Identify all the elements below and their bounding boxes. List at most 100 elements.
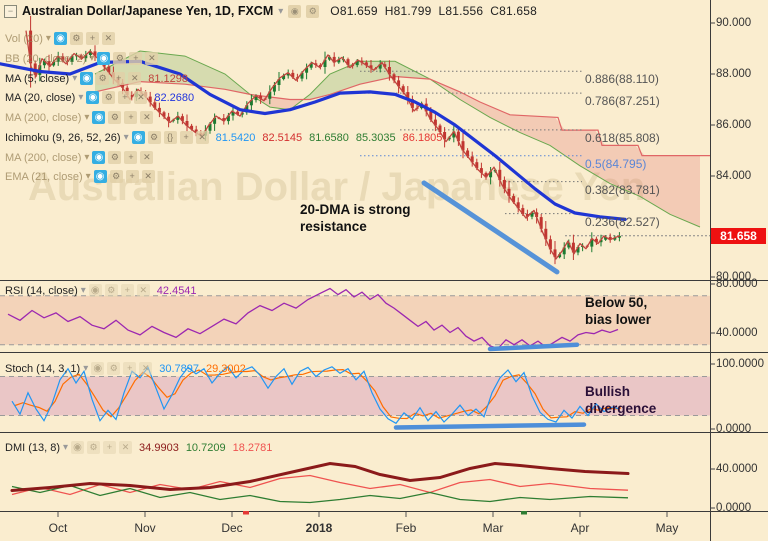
symbol-title[interactable]: Australian Dollar/Japanese Yen, 1D, FXCM <box>22 4 274 18</box>
time-axis-label[interactable]: Apr <box>570 521 590 535</box>
chevron-down-icon[interactable]: ▾ <box>84 112 90 123</box>
indicator-label[interactable]: MA (200, close) <box>5 151 82 164</box>
gear-icon[interactable]: ⚙ <box>102 91 116 104</box>
chevron-down-icon[interactable]: ▾ <box>83 363 89 374</box>
add-icon[interactable]: + <box>123 362 137 375</box>
visibility-icon[interactable]: ◉ <box>131 131 145 144</box>
time-axis-label[interactable]: Dec <box>221 521 243 535</box>
indicator-label[interactable]: DMI (13, 8) <box>5 441 61 454</box>
close-icon[interactable]: ✕ <box>145 52 159 65</box>
gear-icon[interactable]: ⚙ <box>113 52 127 65</box>
add-icon[interactable]: + <box>118 91 132 104</box>
settings-gear-icon[interactable]: ⚙ <box>306 4 320 18</box>
close-icon[interactable]: ✕ <box>101 32 115 45</box>
axis-tick-label: 100.0000 <box>716 358 764 370</box>
add-icon[interactable]: + <box>179 131 193 144</box>
gear-icon[interactable]: ⚙ <box>108 151 122 164</box>
chevron-down-icon[interactable]: ▾ <box>85 171 91 182</box>
add-icon[interactable]: + <box>125 170 139 183</box>
gear-icon[interactable]: ⚙ <box>104 284 118 297</box>
time-axis-label[interactable]: 2018 <box>305 521 333 535</box>
axis-tick-label: 86.000 <box>716 119 752 131</box>
time-axis-label[interactable]: Mar <box>482 521 504 535</box>
senkou-b-line <box>94 75 710 157</box>
indicator-label[interactable]: EMA (21, close) <box>5 170 83 183</box>
indicator-label[interactable]: MA (200, close) <box>5 111 82 124</box>
time-axis-label[interactable]: Feb <box>395 521 417 535</box>
indicator-label[interactable]: Stoch (14, 3, 1) <box>5 362 81 375</box>
close-icon[interactable]: ✕ <box>119 441 133 454</box>
gear-icon[interactable]: ⚙ <box>109 170 123 183</box>
indicator-label[interactable]: Vol (20) <box>5 32 43 45</box>
visibility-icon[interactable]: ◉ <box>93 170 107 183</box>
indicator-value: 85.3035 <box>355 131 396 144</box>
trendline-rsi[interactable] <box>487 342 580 352</box>
indicator-row: RSI (14, close) ▾ ◉ ⚙ + ✕ 42.4541 <box>5 283 197 298</box>
annotation-rsi[interactable]: Below 50, bias lower <box>585 295 652 327</box>
indicator-value: 34.9903 <box>139 441 179 454</box>
add-icon[interactable]: + <box>112 72 126 85</box>
chevron-down-icon[interactable]: ▾ <box>72 73 78 84</box>
collapse-pane-icon[interactable]: − <box>4 4 17 18</box>
time-axis-label[interactable]: May <box>655 521 679 535</box>
chevron-down-icon[interactable]: ▾ <box>278 5 284 17</box>
gear-icon[interactable]: ⚙ <box>96 72 110 85</box>
gear-icon[interactable]: ⚙ <box>107 362 121 375</box>
source-code-icon[interactable]: {} <box>163 131 177 144</box>
chevron-down-icon[interactable]: ▾ <box>63 442 69 453</box>
chevron-down-icon[interactable]: ▾ <box>84 152 90 163</box>
add-icon[interactable]: + <box>103 441 117 454</box>
close-icon[interactable]: ✕ <box>140 111 154 124</box>
chevron-down-icon[interactable]: ▾ <box>123 132 129 143</box>
add-icon[interactable]: + <box>124 151 138 164</box>
trendline-main[interactable] <box>421 180 560 275</box>
gear-icon[interactable]: ⚙ <box>87 441 101 454</box>
add-icon[interactable]: + <box>129 52 143 65</box>
visibility-icon[interactable]: ◉ <box>71 441 85 454</box>
chevron-down-icon[interactable]: ▾ <box>45 33 51 44</box>
snapshot-icon[interactable]: ◉ <box>288 4 302 18</box>
annotation-main[interactable]: 20-DMA is strong resistance <box>300 202 411 234</box>
indicator-value: 30.7897 <box>159 362 200 375</box>
visibility-icon[interactable]: ◉ <box>97 52 111 65</box>
indicator-label[interactable]: RSI (14, close) <box>5 284 78 297</box>
annotation-stoch[interactable]: Bullish divergence <box>585 384 657 416</box>
close-icon[interactable]: ✕ <box>128 72 142 85</box>
close-icon[interactable]: ✕ <box>140 151 154 164</box>
time-axis-label[interactable]: Oct <box>48 521 68 535</box>
trendline-stoch[interactable] <box>393 422 587 430</box>
close-icon[interactable]: ✕ <box>139 362 153 375</box>
gear-icon[interactable]: ⚙ <box>147 131 161 144</box>
fib-label: 0.5(84.795) <box>585 156 647 171</box>
gear-icon[interactable]: ⚙ <box>69 32 83 45</box>
chevron-down-icon[interactable]: ▾ <box>78 92 84 103</box>
visibility-icon[interactable]: ◉ <box>88 284 102 297</box>
chevron-down-icon[interactable]: ▾ <box>80 285 86 296</box>
axis-tick-label: 90.000 <box>716 17 752 29</box>
close-icon[interactable]: ✕ <box>134 91 148 104</box>
indicator-label[interactable]: MA (20, close) <box>5 91 76 104</box>
indicator-row: MA (5, close) ▾ ◉ ⚙ + ✕ 81.1298 <box>5 71 188 86</box>
close-icon[interactable]: ✕ <box>136 284 150 297</box>
visibility-icon[interactable]: ◉ <box>86 91 100 104</box>
indicator-label[interactable]: BB (20, close, 2) <box>5 52 87 65</box>
ohlc-values: O81.659 H81.799 L81.556 C81.658 <box>330 4 544 18</box>
indicator-label[interactable]: Ichimoku (9, 26, 52, 26) <box>5 131 121 144</box>
time-axis-label[interactable]: Nov <box>134 521 156 535</box>
axis-tick-label: 0.0000 <box>716 423 752 435</box>
gear-icon[interactable]: ⚙ <box>108 111 122 124</box>
add-icon[interactable]: + <box>120 284 134 297</box>
close-icon[interactable]: ✕ <box>195 131 209 144</box>
visibility-icon[interactable]: ◉ <box>92 151 106 164</box>
chevron-down-icon[interactable]: ▾ <box>89 53 95 64</box>
senkou-a-line <box>94 50 701 228</box>
visibility-icon[interactable]: ◉ <box>91 362 105 375</box>
visibility-icon[interactable]: ◉ <box>92 111 106 124</box>
close-icon[interactable]: ✕ <box>141 170 155 183</box>
add-icon[interactable]: + <box>85 32 99 45</box>
indicator-label[interactable]: MA (5, close) <box>5 72 70 85</box>
visibility-icon[interactable]: ◉ <box>80 72 94 85</box>
add-icon[interactable]: + <box>124 111 138 124</box>
visibility-icon[interactable]: ◉ <box>53 32 67 45</box>
